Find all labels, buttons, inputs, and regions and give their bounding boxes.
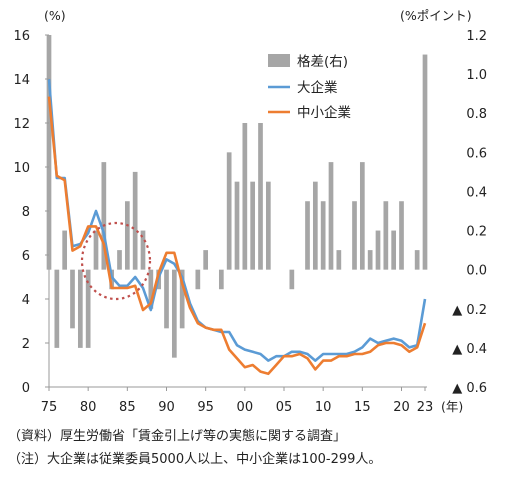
left-tick-label: 12 bbox=[13, 117, 30, 132]
gap-bar bbox=[70, 269, 75, 329]
x-tick-label: 95 bbox=[197, 400, 214, 415]
highlight-circle bbox=[80, 221, 152, 301]
gap-bar bbox=[117, 250, 122, 270]
left-tick-label: 8 bbox=[22, 205, 30, 220]
gap-bar bbox=[352, 201, 357, 270]
left-tick-label: 4 bbox=[22, 293, 30, 308]
gap-bar-series bbox=[46, 35, 428, 358]
gap-bar bbox=[132, 171, 138, 270]
x-axis-unit: (年) bbox=[441, 399, 463, 414]
gap-bar bbox=[101, 162, 107, 270]
gap-bar bbox=[320, 201, 326, 270]
gap-bar bbox=[109, 269, 115, 290]
x-axis: 75 80 85 90 95 00 05 10 15 20 23 bbox=[41, 387, 434, 415]
gap-bar bbox=[62, 230, 68, 270]
gap-bar bbox=[305, 201, 310, 270]
left-tick-label: 14 bbox=[13, 73, 30, 88]
right-axis: 1.2 1.0 0.8 0.6 0.4 0.2 0.0 ▲ 0.2 ▲ 0.4 ▲ 0.6 bbox=[452, 29, 487, 396]
right-tick-label: 0.6 bbox=[466, 146, 487, 161]
gap-bar bbox=[391, 230, 397, 270]
x-tick-label: 10 bbox=[315, 400, 332, 415]
left-tick-label: 0 bbox=[22, 381, 30, 396]
gap-bar bbox=[203, 250, 209, 270]
gap-bar bbox=[195, 269, 201, 290]
gap-bar bbox=[289, 269, 295, 290]
right-tick-label: 0.8 bbox=[466, 107, 487, 122]
x-tick-label: 00 bbox=[237, 400, 254, 415]
legend-label-gap: 格差(右) bbox=[297, 54, 348, 70]
gap-bar bbox=[140, 230, 146, 270]
gap-bar bbox=[124, 201, 130, 270]
x-tick-label: 75 bbox=[41, 400, 58, 415]
gap-bar bbox=[375, 230, 381, 270]
large-company-line bbox=[47, 78, 427, 362]
footnote: （注）大企業は従業委員5000人以上、中小企業は100-299人。 bbox=[8, 452, 382, 467]
gap-bar bbox=[148, 269, 154, 309]
gap-bar bbox=[336, 250, 342, 270]
left-tick-label: 2 bbox=[22, 337, 30, 352]
gap-bar bbox=[399, 201, 404, 270]
left-axis: 0 2 4 6 8 10 12 14 16 bbox=[13, 29, 49, 396]
x-tick-label: 23 bbox=[417, 400, 434, 415]
gap-bar bbox=[218, 269, 224, 290]
gap-bar bbox=[171, 269, 177, 358]
x-tick-label: 15 bbox=[354, 400, 371, 415]
gap-bar bbox=[414, 250, 420, 270]
legend-label-large: 大企業 bbox=[297, 79, 338, 96]
source-note: （資料）厚生労働省「賃金引上げ等の実態に関する調査」 bbox=[8, 429, 347, 444]
x-tick-label: 20 bbox=[393, 400, 410, 415]
legend-label-small: 中小企業 bbox=[297, 104, 351, 121]
left-tick-label: 16 bbox=[13, 29, 30, 44]
legend: 格差(右) 大企業 中小企業 bbox=[268, 54, 351, 121]
left-tick-label: 10 bbox=[13, 161, 30, 176]
gap-bar bbox=[179, 269, 185, 329]
gap-bar bbox=[234, 181, 240, 270]
legend-swatch-gap bbox=[268, 54, 290, 67]
gap-bar bbox=[242, 123, 248, 270]
gap-bar bbox=[54, 269, 60, 348]
x-tick-label: 05 bbox=[276, 400, 293, 415]
gap-bar bbox=[258, 123, 263, 270]
left-tick-label: 6 bbox=[22, 249, 30, 264]
gap-bar bbox=[46, 35, 52, 270]
small-company-line bbox=[47, 96, 427, 376]
right-tick-label: 1.2 bbox=[466, 29, 487, 44]
right-tick-label: ▲ 0.6 bbox=[452, 381, 487, 396]
x-tick-label: 90 bbox=[158, 400, 175, 415]
gap-bar bbox=[312, 181, 318, 270]
gap-bar bbox=[265, 181, 271, 270]
right-axis-unit: (%ポイント) bbox=[400, 8, 472, 23]
gap-bar bbox=[328, 162, 334, 270]
x-tick-label: 80 bbox=[80, 400, 97, 415]
gap-bar bbox=[77, 269, 83, 348]
gap-bar bbox=[250, 181, 256, 270]
gap-bar bbox=[422, 54, 428, 270]
right-tick-label: ▲ 0.2 bbox=[452, 303, 487, 318]
gap-bar bbox=[164, 269, 169, 329]
gap-bar bbox=[226, 152, 232, 270]
left-axis-unit: (%) bbox=[44, 8, 66, 23]
gap-bar bbox=[85, 269, 91, 348]
right-tick-label: 0.4 bbox=[466, 185, 487, 200]
gap-bar bbox=[383, 201, 389, 270]
gap-bar bbox=[93, 230, 99, 270]
right-tick-label: 0.0 bbox=[466, 264, 487, 279]
gap-bar bbox=[367, 250, 373, 270]
gap-bar bbox=[359, 162, 365, 270]
right-tick-label: 1.0 bbox=[466, 68, 487, 83]
right-tick-label: 0.2 bbox=[466, 225, 487, 240]
x-tick-label: 85 bbox=[119, 400, 136, 415]
right-tick-label: ▲ 0.4 bbox=[452, 342, 487, 357]
